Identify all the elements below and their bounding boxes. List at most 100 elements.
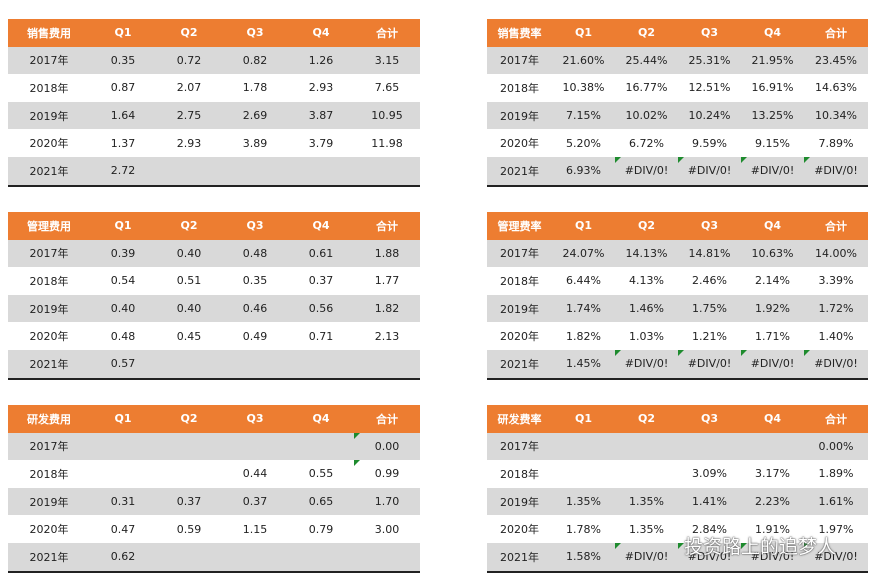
cell <box>552 460 615 488</box>
cell-text: 1.82 <box>374 302 400 316</box>
header-row: 管理费用 Q1 Q2 Q3 Q4 合计 <box>8 212 420 240</box>
table-row: 2019年 7.15% 10.02% 10.24% 13.25% 10.34% <box>487 101 868 130</box>
cell-text: 7.65 <box>374 81 400 95</box>
cell: 0.49 <box>222 322 288 350</box>
cell: 0.79 <box>288 515 354 543</box>
cell: 10.24% <box>678 101 741 130</box>
cell: 1.35% <box>615 515 678 543</box>
cell-text: #DIV/0! <box>624 550 669 564</box>
cell: 7.65 <box>354 74 420 102</box>
cell-text: 0.37 <box>176 495 202 509</box>
cell: 1.82% <box>552 322 615 350</box>
cell-text: 2.23% <box>755 495 790 509</box>
cell: 2.13 <box>354 322 420 350</box>
cell-text: 0.55 <box>308 467 334 481</box>
cell: 2.07 <box>156 74 222 102</box>
cell-text: 0.56 <box>308 302 334 316</box>
row-label: 2017年 <box>8 432 90 461</box>
cell-text: 1.35% <box>629 495 664 509</box>
cell-text: 1.70 <box>374 495 400 509</box>
cell-text: 2017年 <box>29 247 69 261</box>
row-label: 2020年 <box>487 129 552 157</box>
cell <box>156 156 222 185</box>
cell-text: 0.39 <box>110 246 136 260</box>
header-row: 销售费用 Q1 Q2 Q3 Q4 合计 <box>8 19 420 47</box>
cell: 25.31% <box>678 46 741 75</box>
cell: 5.20% <box>552 129 615 157</box>
cell-text: 1.82% <box>566 329 601 343</box>
cell-text: 0.62 <box>110 550 136 564</box>
table-row: 2017年 21.60% 25.44% 25.31% 21.95% 23.45% <box>487 46 868 75</box>
error-indicator <box>678 349 684 356</box>
cell-text: 1.46% <box>629 302 664 316</box>
cell: 14.13% <box>615 239 678 268</box>
cell-text: 0.72 <box>176 53 202 67</box>
row-label: 2020年 <box>8 515 90 543</box>
cell: 0.00 <box>354 432 420 461</box>
cell-text: 1.72% <box>818 302 854 316</box>
error-indicator <box>741 349 747 356</box>
cell-text: 3.79 <box>308 136 334 150</box>
cell-text: 0.40 <box>110 302 136 316</box>
row-label: 2018年 <box>487 460 552 488</box>
cell-text: 1.37 <box>110 136 136 150</box>
table-row: 2020年 1.82% 1.03% 1.21% 1.71% 1.40% <box>487 322 868 350</box>
cell-text: #DIV/0! <box>624 164 669 178</box>
row-label: 2017年 <box>8 239 90 268</box>
cell <box>354 542 420 571</box>
cell: 6.72% <box>615 129 678 157</box>
cell-text: 14.63% <box>815 81 857 95</box>
cell: 2.14% <box>741 267 804 295</box>
cell: 0.40 <box>156 294 222 323</box>
row-label: 2021年 <box>8 542 90 571</box>
table-row: 2019年 0.31 0.37 0.37 0.65 1.70 <box>8 487 420 516</box>
header-cell: 合计 <box>354 19 420 47</box>
row-label: 2019年 <box>487 487 552 516</box>
cell-text: 0.45 <box>176 329 202 343</box>
cell: 10.38% <box>552 74 615 102</box>
cell-text: 10.34% <box>815 109 857 123</box>
cell: 2.93 <box>156 129 222 157</box>
cell: 10.02% <box>615 101 678 130</box>
table-row: 2021年 0.57 <box>8 349 420 380</box>
cell-text: 2018年 <box>500 467 539 481</box>
header-row: 销售费率 Q1 Q2 Q3 Q4 合计 <box>487 19 868 47</box>
cell-text: 0.65 <box>308 495 334 509</box>
cell: 1.64 <box>90 101 156 130</box>
cell-text: 0.51 <box>176 274 202 288</box>
header-cell: Q4 <box>741 19 804 47</box>
table-row: 2019年 1.64 2.75 2.69 3.87 10.95 <box>8 101 420 130</box>
cell: 0.71 <box>288 322 354 350</box>
watermark: 投资路上的追梦人 <box>684 536 837 558</box>
table-row: 2020年 5.20% 6.72% 9.59% 9.15% 7.89% <box>487 129 868 157</box>
cell-text: 0.44 <box>242 467 268 481</box>
row-label: 2020年 <box>487 322 552 350</box>
cell: 0.72 <box>156 46 222 75</box>
row-label: 2021年 <box>8 156 90 185</box>
row-label: 2017年 <box>487 239 552 268</box>
row-label: 2018年 <box>8 267 90 295</box>
table-row: 2017年 0.39 0.40 0.48 0.61 1.88 <box>8 239 420 268</box>
cell: 0.46 <box>222 294 288 323</box>
cell: 1.75% <box>678 294 741 323</box>
error-indicator <box>354 460 360 467</box>
header-cell: Q3 <box>678 212 741 240</box>
cell-text: 1.92% <box>755 302 790 316</box>
cell-text: 10.95 <box>371 109 403 123</box>
cell: 21.95% <box>741 46 804 75</box>
cell: 10.95 <box>354 101 420 130</box>
cell-text: 3.87 <box>308 109 334 123</box>
error-indicator <box>804 156 810 163</box>
cell: 0.40 <box>90 294 156 323</box>
cell-text: 3.15 <box>374 53 400 67</box>
cell-text: 2020年 <box>500 523 539 537</box>
error-indicator <box>615 156 621 163</box>
cell-text: 23.45% <box>815 53 857 67</box>
cell-text: 9.59% <box>692 136 727 150</box>
cell: 0.48 <box>222 239 288 268</box>
cell-text: 2018年 <box>29 467 69 481</box>
cell <box>222 349 288 378</box>
cell-text: 3.00 <box>374 522 400 536</box>
cell-text: 0.61 <box>308 246 334 260</box>
header-cell: Q2 <box>156 405 222 433</box>
